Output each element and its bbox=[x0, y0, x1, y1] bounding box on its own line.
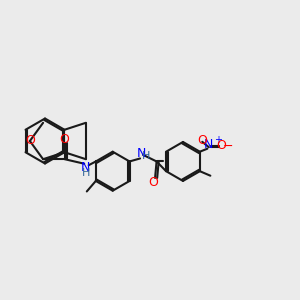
Text: −: − bbox=[222, 140, 233, 153]
Text: N: N bbox=[137, 147, 146, 160]
Text: +: + bbox=[214, 135, 223, 145]
Text: O: O bbox=[60, 133, 70, 146]
Text: N: N bbox=[81, 161, 90, 174]
Text: O: O bbox=[197, 134, 207, 147]
Text: O: O bbox=[148, 176, 158, 189]
Text: O: O bbox=[25, 134, 35, 148]
Text: H: H bbox=[142, 151, 150, 161]
Text: O: O bbox=[217, 139, 226, 152]
Text: H: H bbox=[82, 168, 90, 178]
Text: N: N bbox=[204, 138, 214, 151]
